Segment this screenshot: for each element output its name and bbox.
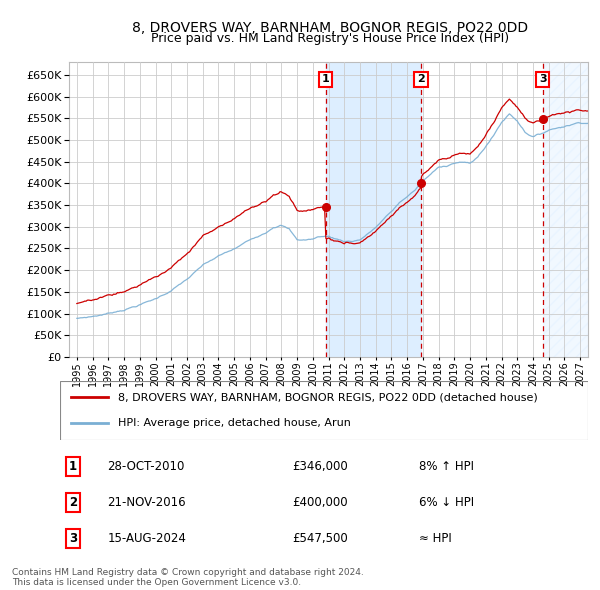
Text: 2: 2 bbox=[69, 496, 77, 509]
Text: 8, DROVERS WAY, BARNHAM, BOGNOR REGIS, PO22 0DD: 8, DROVERS WAY, BARNHAM, BOGNOR REGIS, P… bbox=[132, 21, 528, 35]
Text: 28-OCT-2010: 28-OCT-2010 bbox=[107, 460, 185, 473]
Bar bbox=[543, 62, 588, 357]
Text: £346,000: £346,000 bbox=[292, 460, 348, 473]
Text: 8, DROVERS WAY, BARNHAM, BOGNOR REGIS, PO22 0DD (detached house): 8, DROVERS WAY, BARNHAM, BOGNOR REGIS, P… bbox=[118, 392, 538, 402]
Text: HPI: Average price, detached house, Arun: HPI: Average price, detached house, Arun bbox=[118, 418, 351, 428]
Text: ≈ HPI: ≈ HPI bbox=[419, 532, 452, 545]
Text: 2: 2 bbox=[417, 74, 425, 84]
Bar bbox=[543, 62, 588, 357]
Text: 3: 3 bbox=[539, 74, 547, 84]
Text: 6% ↓ HPI: 6% ↓ HPI bbox=[419, 496, 474, 509]
Text: £547,500: £547,500 bbox=[292, 532, 348, 545]
Text: £400,000: £400,000 bbox=[292, 496, 348, 509]
Text: 1: 1 bbox=[69, 460, 77, 473]
Text: 3: 3 bbox=[69, 532, 77, 545]
Text: 21-NOV-2016: 21-NOV-2016 bbox=[107, 496, 186, 509]
Bar bbox=[326, 62, 421, 357]
Text: Price paid vs. HM Land Registry's House Price Index (HPI): Price paid vs. HM Land Registry's House … bbox=[151, 32, 509, 45]
Text: 15-AUG-2024: 15-AUG-2024 bbox=[107, 532, 187, 545]
Text: 8% ↑ HPI: 8% ↑ HPI bbox=[419, 460, 474, 473]
Text: 1: 1 bbox=[322, 74, 329, 84]
Text: Contains HM Land Registry data © Crown copyright and database right 2024.
This d: Contains HM Land Registry data © Crown c… bbox=[12, 568, 364, 587]
